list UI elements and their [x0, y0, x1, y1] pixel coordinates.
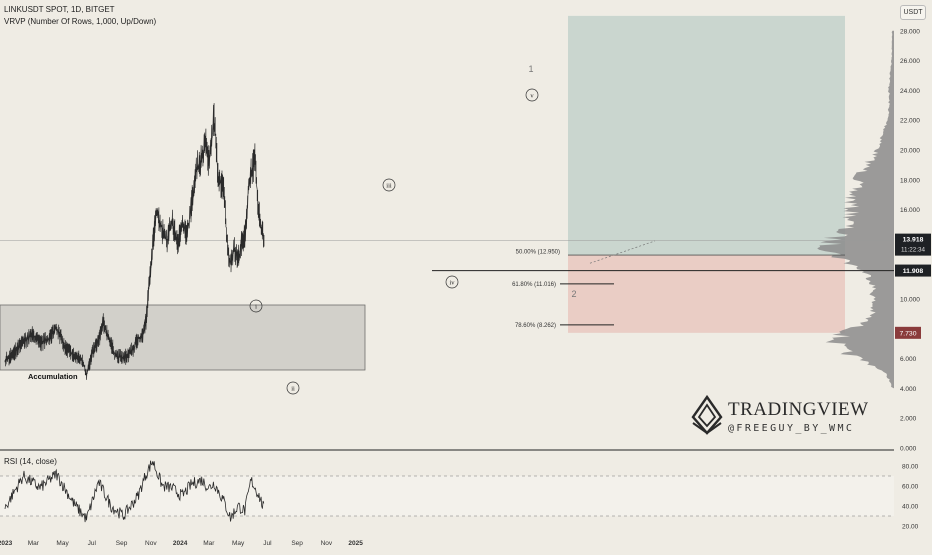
wave-marker-i: i — [255, 303, 257, 310]
y-tick-label: 22.000 — [900, 118, 920, 125]
wave-marker-circle — [382, 178, 396, 192]
rsi-y-tick-label: 60.00 — [902, 484, 919, 491]
countdown-value: 11:22:34 — [901, 247, 926, 254]
x-tick-label: 2024 — [173, 540, 188, 547]
accumulation-box — [0, 304, 366, 371]
reference-price-tag — [895, 264, 931, 277]
projection-line — [589, 240, 656, 264]
stop-price-value: 7.730 — [899, 330, 916, 337]
x-tick-label: May — [232, 540, 245, 547]
wave-marker-ii: ii — [291, 385, 295, 392]
wave-marker-circle — [249, 299, 263, 313]
watermark-title: TRADINGVIEW — [728, 399, 869, 420]
y-tick-label: 20.000 — [900, 148, 920, 155]
x-tick-label: May — [56, 540, 69, 547]
y-tick-label: 26.000 — [900, 58, 920, 65]
wave-marker-v: v — [530, 92, 534, 99]
wave-marker-circle — [525, 88, 539, 102]
wave-marker-iii: iii — [386, 182, 392, 189]
current-price-tag — [895, 233, 931, 256]
x-tick-label: Sep — [291, 540, 303, 547]
x-tick-label: Sep — [116, 540, 128, 547]
x-tick-label: Nov — [145, 540, 157, 547]
y-tick-label: 4.000 — [900, 386, 917, 393]
x-tick-label: Nov — [321, 540, 333, 547]
watermark-subtitle: @FREEGUY_BY_WMC — [728, 423, 855, 434]
y-tick-label: 2.000 — [900, 416, 917, 423]
tradingview-watermark: TRADINGVIEW @FREEGUY_BY_WMC — [690, 395, 890, 445]
rsi-y-tick-label: 80.00 — [902, 464, 919, 471]
rsi-y-tick-label: 20.00 — [902, 524, 919, 531]
wave-marker-circle — [286, 381, 300, 395]
y-tick-label: 18.000 — [900, 177, 920, 184]
rsi-y-tick-label: 40.00 — [902, 504, 919, 511]
indicator-title[interactable]: VRVP (Number Of Rows, 1,000, Up/Down) — [4, 17, 157, 26]
x-tick-label: Mar — [203, 540, 215, 547]
symbol-title: LINKUSDT SPOT, 1D, BITGET — [4, 5, 115, 14]
x-tick-label: 2025 — [348, 540, 363, 547]
wave-marker-iv: iv — [449, 279, 455, 286]
x-tick-label: Jul — [263, 540, 272, 547]
wave-marker-circle — [445, 275, 459, 289]
accumulation-label: Accumulation — [28, 372, 78, 381]
wave-label-2: 2 — [571, 289, 576, 299]
y-tick-label: 16.000 — [900, 207, 920, 214]
rsi-title[interactable]: RSI (14, close) — [4, 457, 57, 466]
rsi-series — [4, 460, 265, 523]
volume-profile — [817, 30, 894, 389]
stop-price-tag — [895, 326, 921, 339]
fib-50-label: 50.00% (12.950) — [516, 250, 560, 256]
x-tick-label: Jul — [88, 540, 97, 547]
tradingview-logo-icon — [691, 395, 723, 435]
y-tick-label: 28.000 — [900, 28, 920, 35]
rsi-band — [0, 476, 894, 516]
price-series — [4, 103, 265, 380]
y-tick-label: 0.000 — [900, 446, 917, 453]
reference-price-value: 11.908 — [903, 268, 924, 275]
current-price-value: 13.918 — [903, 237, 924, 244]
x-tick-label: 2023 — [0, 540, 13, 547]
x-tick-label: Mar — [28, 540, 40, 547]
stop-zone — [568, 255, 845, 333]
target-zone — [568, 15, 845, 256]
fib-786-label: 78.60% (8.262) — [515, 323, 556, 329]
y-tick-label: 6.000 — [900, 356, 917, 363]
fib-618-label: 61.80% (11.016) — [512, 282, 556, 288]
wave-label-1: 1 — [528, 64, 533, 74]
y-tick-label: 10.000 — [900, 297, 920, 304]
y-tick-label: 24.000 — [900, 88, 920, 95]
currency-button[interactable]: USDT — [900, 5, 926, 20]
